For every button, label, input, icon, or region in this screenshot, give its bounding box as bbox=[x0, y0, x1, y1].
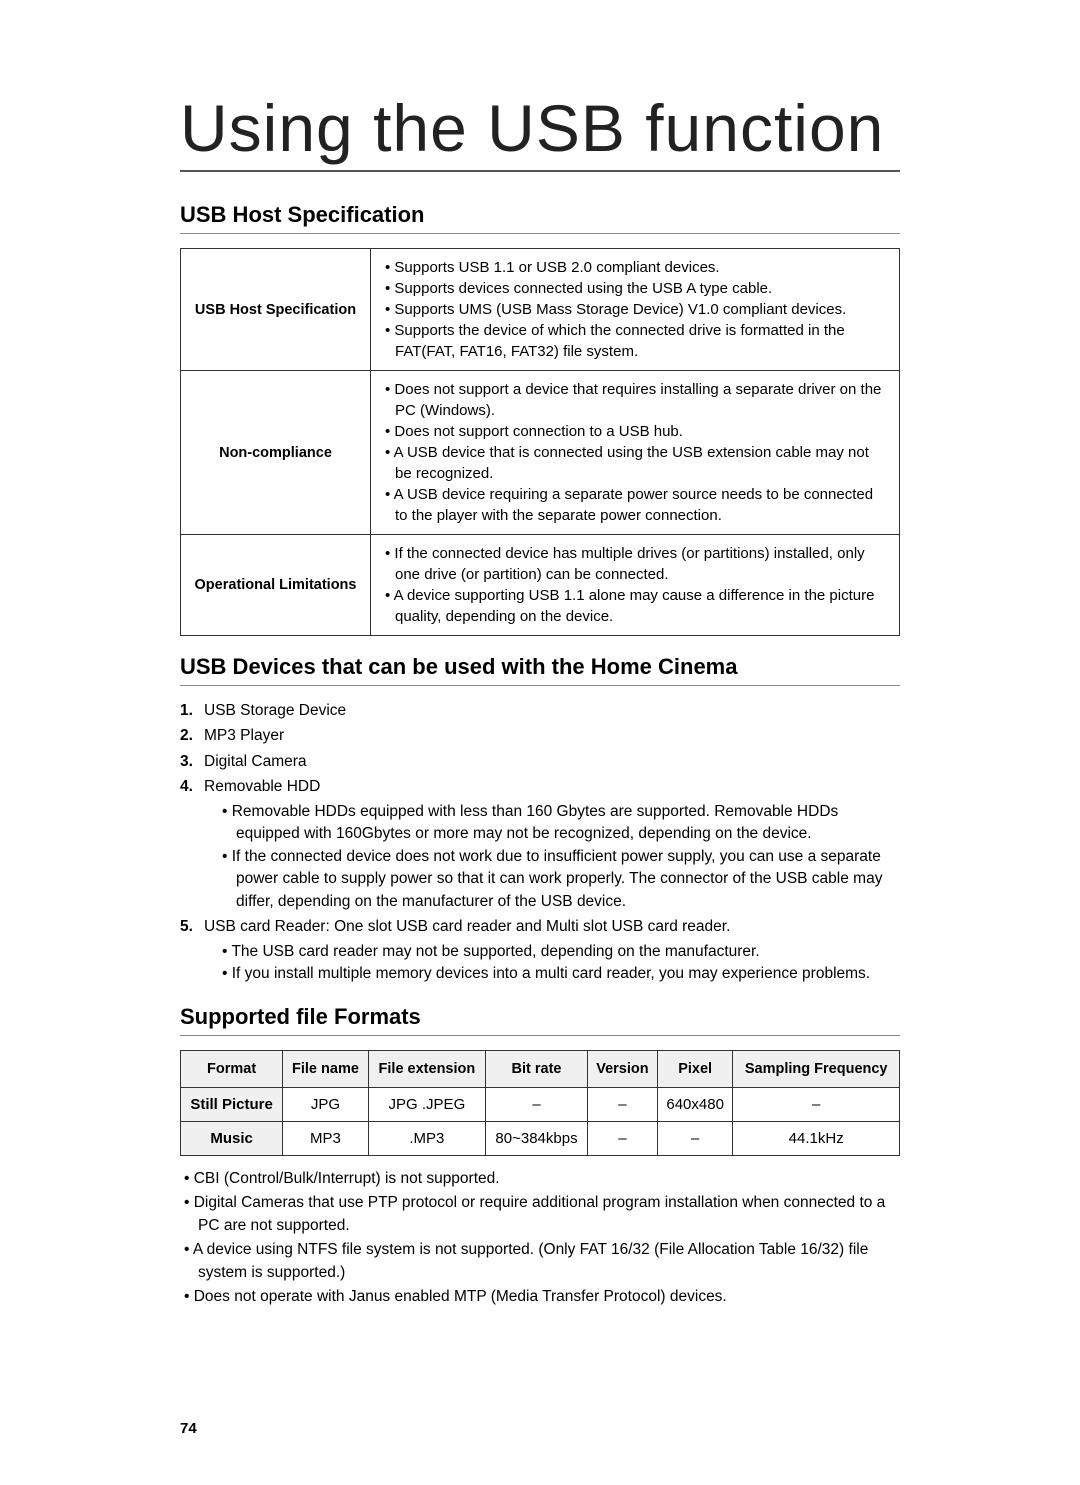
list-item: MP3 Player bbox=[204, 725, 900, 747]
spec-bullet: Supports UMS (USB Mass Storage Device) V… bbox=[381, 299, 889, 320]
page-title: Using the USB function bbox=[180, 90, 900, 172]
sub-list-item: If you install multiple memory devices i… bbox=[222, 963, 900, 985]
section-usb-devices-title: USB Devices that can be used with the Ho… bbox=[180, 654, 900, 686]
table-row: Non-complianceDoes not support a device … bbox=[181, 371, 900, 535]
spec-bullet: A USB device requiring a separate power … bbox=[381, 484, 889, 526]
format-cell: – bbox=[587, 1121, 657, 1155]
format-cell: 640x480 bbox=[657, 1087, 733, 1121]
format-cell: JPG .JPEG bbox=[368, 1087, 485, 1121]
spec-bullet: Does not support connection to a USB hub… bbox=[381, 421, 889, 442]
list-item: Digital Camera bbox=[204, 751, 900, 773]
note-item: A device using NTFS file system is not s… bbox=[184, 1239, 900, 1284]
spec-bullet: If the connected device has multiple dri… bbox=[381, 543, 889, 585]
sub-list-item: The USB card reader may not be supported… bbox=[222, 941, 900, 963]
format-header-cell: Version bbox=[587, 1050, 657, 1087]
sub-list-item: If the connected device does not work du… bbox=[222, 846, 900, 913]
spec-bullet: Supports the device of which the connect… bbox=[381, 320, 889, 362]
usb-host-spec-table: USB Host Specification Supports USB 1.1 o… bbox=[180, 248, 900, 636]
format-cell: 80~384kbps bbox=[486, 1121, 588, 1155]
format-header-cell: File name bbox=[283, 1050, 368, 1087]
format-cell: – bbox=[486, 1087, 588, 1121]
format-header-cell: Format bbox=[181, 1050, 283, 1087]
spec-row-label: USB Host Specification bbox=[181, 249, 371, 371]
spec-bullet: A device supporting USB 1.1 alone may ca… bbox=[381, 585, 889, 627]
format-cell: 44.1kHz bbox=[733, 1121, 900, 1155]
format-cell: MP3 bbox=[283, 1121, 368, 1155]
list-item: USB Storage Device bbox=[204, 700, 900, 722]
spec-row-label: Non-compliance bbox=[181, 371, 371, 535]
spec-row-content: Supports USB 1.1 or USB 2.0 compliant de… bbox=[371, 249, 900, 371]
section-usb-host-title: USB Host Specification bbox=[180, 202, 900, 234]
format-cell: – bbox=[657, 1121, 733, 1155]
format-header-cell: File extension bbox=[368, 1050, 485, 1087]
format-header-cell: Bit rate bbox=[486, 1050, 588, 1087]
format-header-cell: Sampling Frequency bbox=[733, 1050, 900, 1087]
sub-list-item: Removable HDDs equipped with less than 1… bbox=[222, 801, 900, 846]
spec-row-label: Operational Limitations bbox=[181, 535, 371, 636]
format-cell: .MP3 bbox=[368, 1121, 485, 1155]
format-cell: JPG bbox=[283, 1087, 368, 1121]
table-row: MusicMP3.MP380~384kbps––44.1kHz bbox=[181, 1121, 900, 1155]
spec-row-content: If the connected device has multiple dri… bbox=[371, 535, 900, 636]
format-header-cell: Pixel bbox=[657, 1050, 733, 1087]
spec-bullet: Supports devices connected using the USB… bbox=[381, 278, 889, 299]
format-cell: Still Picture bbox=[181, 1087, 283, 1121]
note-item: Digital Cameras that use PTP protocol or… bbox=[184, 1192, 900, 1237]
page-number: 74 bbox=[180, 1420, 197, 1437]
spec-bullet: Supports USB 1.1 or USB 2.0 compliant de… bbox=[381, 257, 889, 278]
spec-row-content: Does not support a device that requires … bbox=[371, 371, 900, 535]
format-cell: – bbox=[587, 1087, 657, 1121]
table-row: USB Host Specification Supports USB 1.1 o… bbox=[181, 249, 900, 371]
list-item: Removable HDDRemovable HDDs equipped wit… bbox=[204, 776, 900, 913]
note-item: CBI (Control/Bulk/Interrupt) is not supp… bbox=[184, 1168, 900, 1190]
format-cell: – bbox=[733, 1087, 900, 1121]
note-item: Does not operate with Janus enabled MTP … bbox=[184, 1286, 900, 1308]
table-row: Still PictureJPGJPG .JPEG––640x480– bbox=[181, 1087, 900, 1121]
format-cell: Music bbox=[181, 1121, 283, 1155]
supported-formats-table: FormatFile nameFile extensionBit rateVer… bbox=[180, 1050, 900, 1156]
list-item: USB card Reader: One slot USB card reade… bbox=[204, 916, 900, 985]
section-formats-title: Supported file Formats bbox=[180, 1004, 900, 1036]
format-notes-list: CBI (Control/Bulk/Interrupt) is not supp… bbox=[180, 1168, 900, 1309]
spec-bullet: Does not support a device that requires … bbox=[381, 379, 889, 421]
table-row: Operational LimitationsIf the connected … bbox=[181, 535, 900, 636]
usb-devices-list: USB Storage Device MP3 Player Digital Came… bbox=[180, 700, 900, 986]
spec-bullet: A USB device that is connected using the… bbox=[381, 442, 889, 484]
